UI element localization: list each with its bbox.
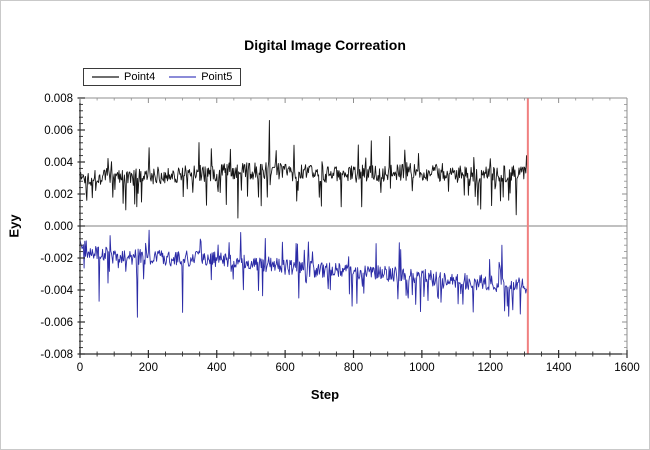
legend-label-point4: Point4 <box>124 71 156 83</box>
y-tick-label: 0.004 <box>44 157 73 169</box>
series-line-point5 <box>79 229 529 318</box>
legend-line-point4 <box>92 76 119 78</box>
x-tick-label: 1400 <box>546 362 572 374</box>
chart-title: Digital Image Correation <box>244 37 406 53</box>
x-tick-label: 0 <box>77 362 83 374</box>
y-tick-label: 0.000 <box>44 221 73 233</box>
y-tick-label: -0.002 <box>40 253 73 265</box>
x-tick-label: 1600 <box>614 362 640 374</box>
legend-line-point5 <box>169 76 197 78</box>
y-tick-label: 0.002 <box>44 189 73 201</box>
y-tick-label: 0.006 <box>44 125 73 137</box>
legend: Point4 Point5 <box>83 68 242 86</box>
x-tick-label: 800 <box>344 362 363 374</box>
y-tick-label: 0.008 <box>44 93 73 105</box>
y-tick-label: -0.006 <box>40 317 73 329</box>
x-tick-label: 200 <box>139 362 158 374</box>
series-line-point4 <box>79 119 529 219</box>
x-tick-label: 400 <box>207 362 226 374</box>
x-tick-label: 600 <box>276 362 295 374</box>
x-tick-label: 1200 <box>477 362 503 374</box>
legend-label-point5: Point5 <box>201 71 233 83</box>
y-tick-label: -0.008 <box>40 349 73 361</box>
x-tick-label: 1000 <box>409 362 435 374</box>
y-tick-label: -0.004 <box>40 285 73 297</box>
x-axis-title: Step <box>310 387 340 402</box>
